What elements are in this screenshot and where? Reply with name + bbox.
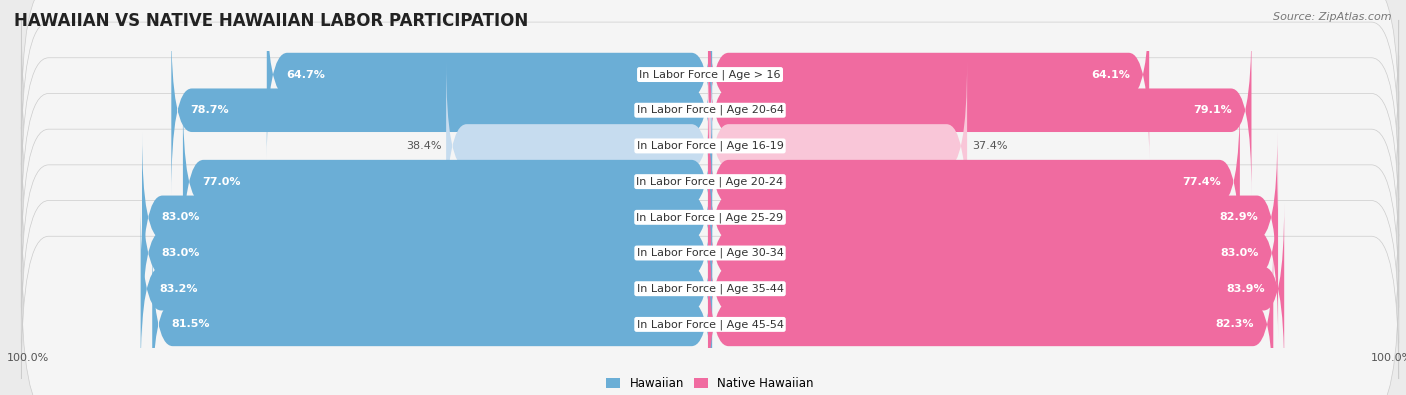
Text: HAWAIIAN VS NATIVE HAWAIIAN LABOR PARTICIPATION: HAWAIIAN VS NATIVE HAWAIIAN LABOR PARTIC… [14,12,529,30]
Text: Source: ZipAtlas.com: Source: ZipAtlas.com [1274,12,1392,22]
Text: In Labor Force | Age 25-29: In Labor Force | Age 25-29 [637,212,783,222]
FancyBboxPatch shape [21,236,1399,395]
Text: 77.0%: 77.0% [202,177,240,186]
Text: 83.2%: 83.2% [160,284,198,294]
FancyBboxPatch shape [709,203,1284,374]
Text: In Labor Force | Age 35-44: In Labor Force | Age 35-44 [637,284,783,294]
Text: In Labor Force | Age 45-54: In Labor Force | Age 45-54 [637,319,783,330]
FancyBboxPatch shape [142,132,711,303]
FancyBboxPatch shape [709,132,1278,303]
Text: 81.5%: 81.5% [172,320,209,329]
FancyBboxPatch shape [21,22,1399,198]
FancyBboxPatch shape [709,168,1278,339]
Text: 64.7%: 64.7% [285,70,325,79]
FancyBboxPatch shape [446,60,711,231]
FancyBboxPatch shape [21,58,1399,234]
Text: 83.9%: 83.9% [1226,284,1265,294]
Text: 77.4%: 77.4% [1182,177,1220,186]
Text: 37.4%: 37.4% [972,141,1007,151]
FancyBboxPatch shape [709,60,967,231]
FancyBboxPatch shape [709,239,1274,395]
Text: 82.9%: 82.9% [1219,213,1258,222]
FancyBboxPatch shape [267,0,711,160]
Text: 83.0%: 83.0% [162,213,200,222]
FancyBboxPatch shape [142,168,711,339]
Text: In Labor Force | Age 20-24: In Labor Force | Age 20-24 [637,177,783,187]
FancyBboxPatch shape [141,203,711,374]
FancyBboxPatch shape [21,94,1399,270]
Text: In Labor Force | Age 30-34: In Labor Force | Age 30-34 [637,248,783,258]
Text: 83.0%: 83.0% [1220,248,1258,258]
FancyBboxPatch shape [21,0,1399,163]
FancyBboxPatch shape [709,25,1251,196]
FancyBboxPatch shape [21,201,1399,377]
Text: In Labor Force | Age 20-64: In Labor Force | Age 20-64 [637,105,783,115]
FancyBboxPatch shape [709,96,1240,267]
Text: 38.4%: 38.4% [406,141,441,151]
Text: 78.7%: 78.7% [190,105,229,115]
FancyBboxPatch shape [21,165,1399,341]
Text: 64.1%: 64.1% [1091,70,1130,79]
FancyBboxPatch shape [21,129,1399,305]
Text: 83.0%: 83.0% [162,248,200,258]
Legend: Hawaiian, Native Hawaiian: Hawaiian, Native Hawaiian [602,372,818,395]
FancyBboxPatch shape [172,25,711,196]
FancyBboxPatch shape [152,239,711,395]
Text: In Labor Force | Age 16-19: In Labor Force | Age 16-19 [637,141,783,151]
Text: In Labor Force | Age > 16: In Labor Force | Age > 16 [640,69,780,80]
Text: 79.1%: 79.1% [1194,105,1233,115]
FancyBboxPatch shape [183,96,711,267]
Text: 82.3%: 82.3% [1216,320,1254,329]
FancyBboxPatch shape [709,0,1149,160]
